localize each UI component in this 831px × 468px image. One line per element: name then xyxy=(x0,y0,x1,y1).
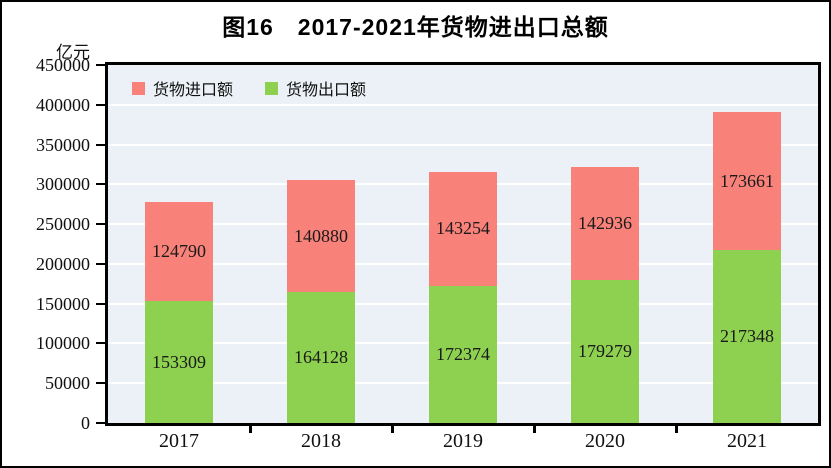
y-tick-mark xyxy=(96,342,105,345)
x-tick-label-2019: 2019 xyxy=(443,430,483,452)
bar-value-label: 124790 xyxy=(152,240,206,261)
y-axis-unit-label: 亿元 xyxy=(56,43,90,62)
y-tick-mark xyxy=(96,143,105,146)
y-tick-mark xyxy=(96,64,105,66)
chart-legend: 货物进口额 货物出口额 xyxy=(132,76,366,100)
y-tick-label: 50000 xyxy=(45,373,90,394)
bar-segment-货物进口额-2017: 124790 xyxy=(145,201,213,302)
exports-color-swatch-icon xyxy=(265,81,279,95)
legend-label-exports: 货物出口额 xyxy=(286,82,367,99)
x-tick-mark xyxy=(675,426,678,433)
x-tick-label-2018: 2018 xyxy=(301,430,341,452)
legend-item-exports: 货物出口额 xyxy=(265,76,366,100)
legend-label-imports: 货物进口额 xyxy=(153,82,234,99)
bar-value-label: 217348 xyxy=(720,326,774,347)
bar-value-label: 142936 xyxy=(578,213,632,233)
bar-value-label: 143254 xyxy=(436,218,490,239)
bar-value-label: 173661 xyxy=(720,170,774,191)
bar-value-label: 164128 xyxy=(294,347,348,368)
bar-segment-货物出口额-2019: 172374 xyxy=(429,285,497,423)
bar-value-label: 172374 xyxy=(436,343,490,364)
bar-segment-货物进口额-2018: 140880 xyxy=(287,180,355,293)
bar-segment-货物出口额-2018: 164128 xyxy=(287,292,355,423)
legend-item-imports: 货物进口额 xyxy=(132,76,233,100)
plot-area: 153309 124790 164128 140880 172374 143254 1792… xyxy=(105,62,821,426)
bar-value-label: 153309 xyxy=(152,351,206,372)
y-tick-mark xyxy=(96,103,105,106)
y-tick-label: 350000 xyxy=(36,134,90,155)
gridline xyxy=(108,143,818,146)
bar-value-label: 140880 xyxy=(294,225,348,246)
y-tick-label: 300000 xyxy=(36,174,90,195)
y-tick-mark xyxy=(96,183,105,186)
x-tick-label-2020: 2020 xyxy=(585,430,625,452)
x-tick-mark xyxy=(249,426,252,433)
bar-segment-货物出口额-2017: 153309 xyxy=(145,301,213,423)
bar-segment-货物进口额-2021: 173661 xyxy=(713,111,781,251)
y-tick-label: 450000 xyxy=(36,55,90,75)
gridline xyxy=(108,103,818,106)
bar-segment-货物进口额-2019: 143254 xyxy=(429,171,497,286)
bar-value-label: 179279 xyxy=(578,341,632,362)
y-tick-label: 100000 xyxy=(36,333,90,354)
y-tick-label: 250000 xyxy=(36,214,90,235)
bar-segment-货物进口额-2020: 142936 xyxy=(571,166,639,281)
y-tick-mark xyxy=(96,262,105,265)
y-tick-label: 150000 xyxy=(36,293,90,314)
bar-segment-货物出口额-2020: 179279 xyxy=(571,280,639,423)
bar-segment-货物出口额-2021: 217348 xyxy=(713,250,781,423)
y-tick-label: 200000 xyxy=(36,253,90,274)
x-tick-mark xyxy=(391,426,394,433)
x-tick-mark xyxy=(533,426,536,433)
y-tick-mark xyxy=(96,223,105,226)
x-tick-label-2021: 2021 xyxy=(727,430,767,452)
y-tick-mark xyxy=(96,422,105,424)
imports-color-swatch-icon xyxy=(132,81,145,95)
y-tick-label: 0 xyxy=(81,413,90,433)
chart-title: 图16 2017-2021年货物进出口总额 xyxy=(222,14,609,40)
x-tick-label-2017: 2017 xyxy=(159,430,199,452)
y-tick-label: 400000 xyxy=(36,94,90,115)
y-tick-mark xyxy=(96,302,105,305)
y-tick-mark xyxy=(96,382,105,385)
